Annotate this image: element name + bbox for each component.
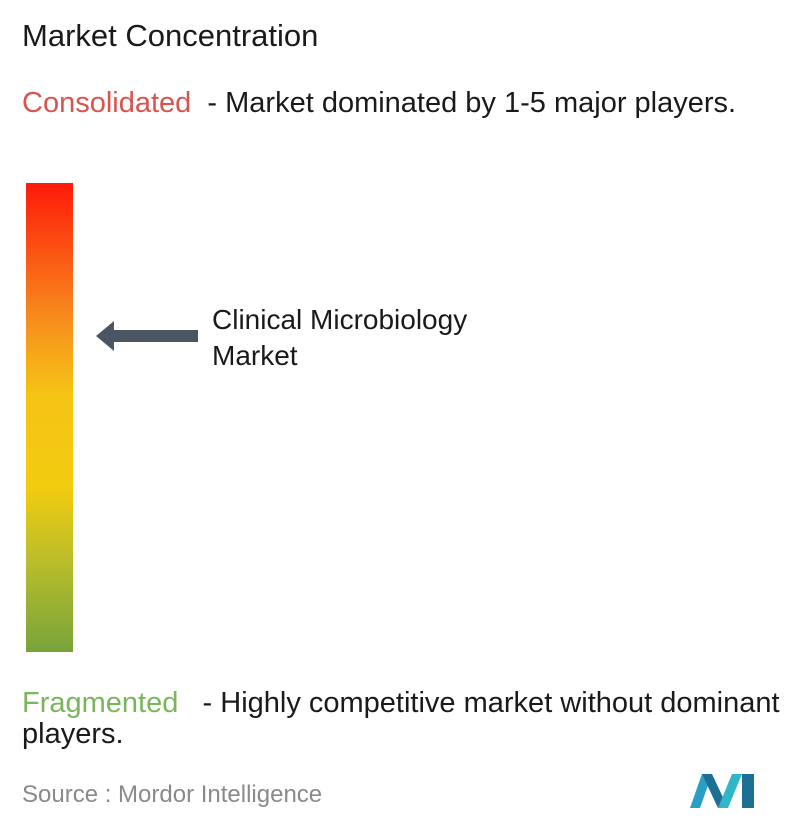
logo xyxy=(690,774,754,808)
consolidated-description: - Market dominated by 1-5 major players. xyxy=(207,87,737,119)
concentration-scale xyxy=(26,183,73,652)
fragmented-row: Fragmented - Highly competitive market w… xyxy=(22,688,792,750)
arrow-shape xyxy=(96,321,198,351)
logo-part xyxy=(742,774,754,808)
fragmented-description: - Highly competitive market without domi… xyxy=(22,687,780,750)
logo-part xyxy=(718,774,742,808)
title: Market Concentration xyxy=(22,18,319,53)
market-label: Clinical Microbiology Market xyxy=(212,304,468,371)
arrow xyxy=(96,321,198,351)
fragmented-label: Fragmented xyxy=(22,687,179,719)
source: Source : Mordor Intelligence xyxy=(22,781,323,808)
consolidated-label: Consolidated xyxy=(22,87,192,119)
consolidated-row: Consolidated - Market dominated by 1-5 m… xyxy=(22,88,792,119)
